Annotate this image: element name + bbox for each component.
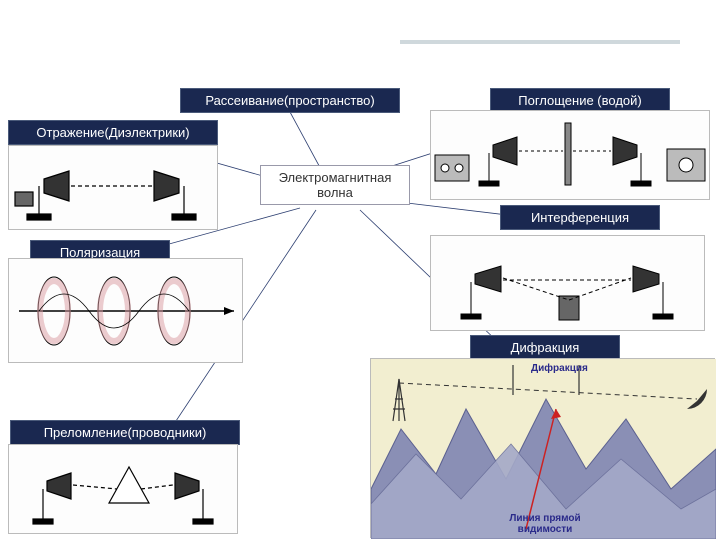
- illustration-refraction: [8, 444, 238, 534]
- label-refraction: Преломление(проводники): [10, 420, 240, 445]
- label-center-hub: Электромагнитная волна: [260, 165, 410, 205]
- label-diffraction: Дифракция: [470, 335, 620, 360]
- illustration-reflection: [8, 145, 218, 230]
- diffraction-bottom-label: Линия прямой видимости: [485, 513, 605, 535]
- illustration-polarization: [8, 258, 243, 363]
- illustration-absorption: [430, 110, 710, 200]
- illustration-diffraction: Дифракция Линия прямой видимости: [370, 358, 715, 538]
- diffraction-top-label: Дифракция: [531, 363, 588, 374]
- decor-top-line: [400, 40, 680, 44]
- label-interference: Интерференция: [500, 205, 660, 230]
- label-reflection: Отражение(Диэлектрики): [8, 120, 218, 145]
- label-scattering: Рассеивание(пространство): [180, 88, 400, 113]
- illustration-interference: [430, 235, 705, 331]
